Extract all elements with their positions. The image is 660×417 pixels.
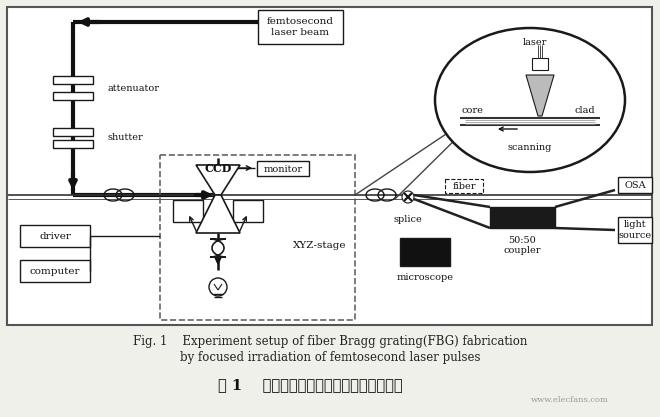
Text: CCD: CCD	[205, 163, 232, 173]
Text: computer: computer	[30, 266, 81, 276]
Text: 图 1    飞秒激光直写光纤光栅的实验装置图: 图 1 飞秒激光直写光纤光栅的实验装置图	[218, 378, 403, 392]
Text: XYZ-stage: XYZ-stage	[293, 241, 346, 249]
Text: femtosecond
laser beam: femtosecond laser beam	[267, 17, 333, 37]
Text: clad: clad	[575, 106, 595, 115]
Text: core: core	[461, 106, 483, 115]
Bar	[257, 161, 309, 176]
Bar	[258, 10, 343, 44]
Bar	[618, 217, 652, 243]
Text: splice: splice	[393, 215, 422, 224]
Text: OSA: OSA	[624, 181, 646, 189]
Bar	[490, 207, 555, 228]
Text: 50:50
coupler: 50:50 coupler	[504, 236, 541, 255]
Text: driver: driver	[39, 231, 71, 241]
Text: laser: laser	[523, 38, 547, 47]
Polygon shape	[210, 167, 226, 185]
Bar	[53, 92, 93, 100]
Bar	[53, 76, 93, 84]
Text: light
source: light source	[618, 220, 651, 240]
Bar	[20, 225, 90, 247]
Text: Fig. 1    Experiment setup of fiber Bragg grating(FBG) fabrication: Fig. 1 Experiment setup of fiber Bragg g…	[133, 336, 527, 349]
Text: shutter: shutter	[108, 133, 144, 143]
Bar	[7, 7, 652, 325]
Bar	[445, 179, 483, 193]
Text: fiber: fiber	[452, 181, 476, 191]
Bar	[400, 238, 450, 266]
Polygon shape	[210, 239, 226, 257]
Text: scanning: scanning	[508, 143, 552, 151]
Bar	[532, 58, 548, 70]
Bar	[173, 200, 203, 222]
Text: www.elecfans.com: www.elecfans.com	[531, 396, 609, 404]
Bar	[160, 155, 355, 320]
Text: microscope: microscope	[397, 274, 453, 282]
Ellipse shape	[435, 28, 625, 172]
Bar	[618, 177, 652, 193]
Bar	[20, 260, 90, 282]
Polygon shape	[196, 195, 240, 233]
Polygon shape	[526, 75, 554, 116]
Text: attenuator: attenuator	[108, 83, 160, 93]
Text: monitor: monitor	[263, 164, 302, 173]
Bar	[53, 128, 93, 136]
Polygon shape	[196, 165, 240, 195]
Circle shape	[209, 278, 227, 296]
Bar	[53, 140, 93, 148]
Text: by focused irradiation of femtosecond laser pulses: by focused irradiation of femtosecond la…	[180, 352, 480, 364]
Circle shape	[402, 191, 414, 203]
Bar	[233, 200, 263, 222]
